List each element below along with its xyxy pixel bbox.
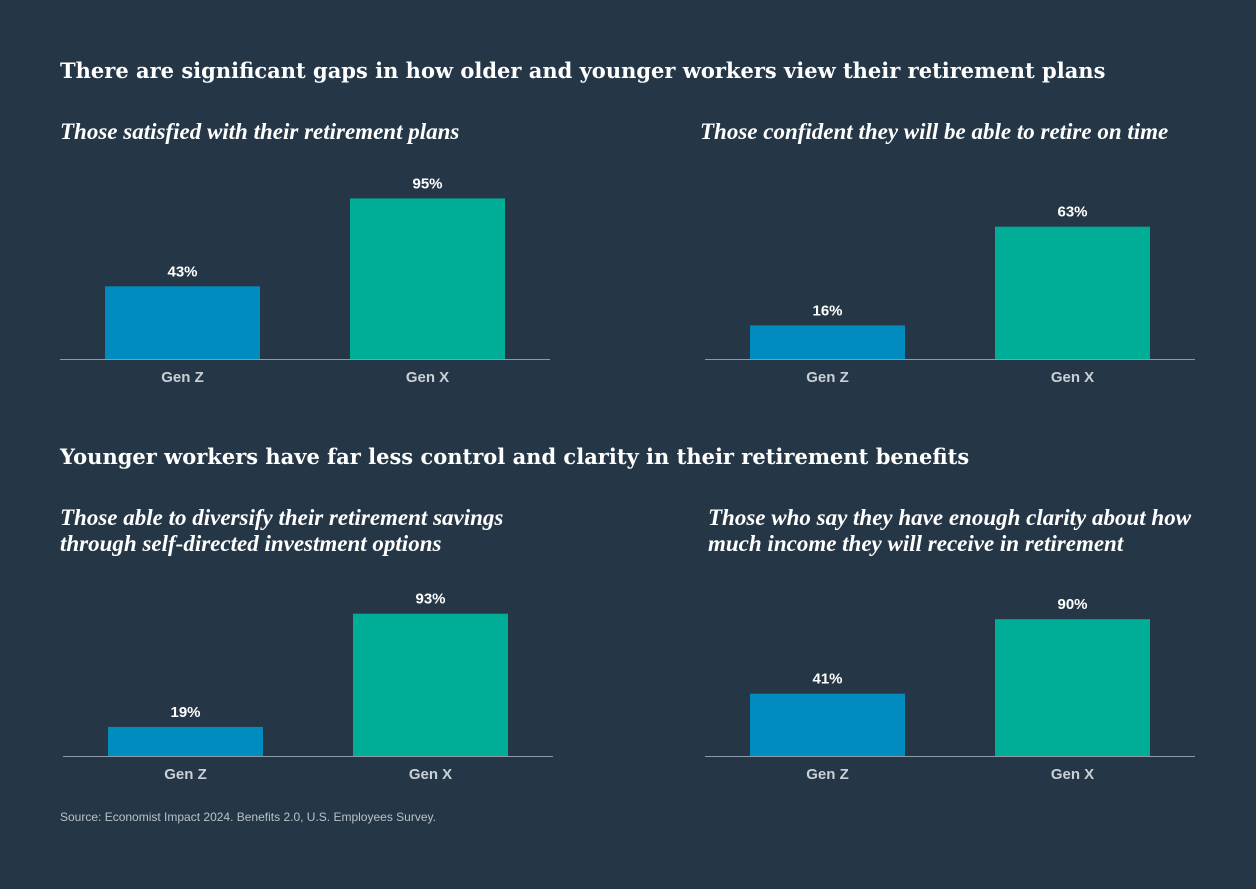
category-label: Gen Z: [806, 369, 849, 386]
bar-chart-diversify: 19% Gen Z 93% Gen X: [63, 591, 553, 783]
bar-value-label: 93%: [415, 591, 445, 608]
chart-title-clarity: Those who say they have enough clarity a…: [708, 505, 1192, 556]
bar-gen-z: [108, 726, 263, 756]
bar-gen-z: [105, 286, 260, 359]
category-label: Gen X: [406, 369, 449, 386]
section-heading-views: There are significant gaps in how older …: [60, 58, 1106, 83]
bar-value-label: 90%: [1057, 596, 1087, 613]
chart-title-satisfied: Those satisfied with their retirement pl…: [60, 119, 460, 144]
bar-value-label: 43%: [167, 263, 197, 280]
source-note: Source: Economist Impact 2024. Benefits …: [60, 810, 436, 824]
bar-gen-x: [995, 619, 1150, 756]
bar-gen-x: [350, 198, 505, 359]
bar-value-label: 95%: [412, 175, 442, 192]
bar-gen-z: [750, 325, 905, 359]
chart-title-confident: Those confident they will be able to ret…: [700, 119, 1169, 144]
bar-gen-z: [750, 693, 905, 756]
bar-chart-clarity: 41% Gen Z 90% Gen X: [705, 596, 1195, 783]
bar-value-label: 16%: [812, 302, 842, 319]
bar-chart-satisfied: 43% Gen Z 95% Gen X: [60, 175, 550, 386]
bar-value-label: 19%: [170, 704, 200, 721]
bar-chart-confident: 16% Gen Z 63% Gen X: [705, 204, 1195, 386]
category-label: Gen Z: [806, 766, 849, 783]
chart-title-diversify: Those able to diversify their retirement…: [60, 505, 504, 556]
category-label: Gen X: [1051, 766, 1094, 783]
bar-value-label: 41%: [812, 671, 842, 688]
category-label: Gen X: [409, 766, 452, 783]
bar-value-label: 63%: [1057, 204, 1087, 221]
category-label: Gen Z: [164, 766, 207, 783]
category-label: Gen Z: [161, 369, 204, 386]
category-label: Gen X: [1051, 369, 1094, 386]
bar-gen-x: [995, 226, 1150, 359]
bar-gen-x: [353, 613, 508, 756]
section-heading-control: Younger workers have far less control an…: [60, 444, 970, 469]
